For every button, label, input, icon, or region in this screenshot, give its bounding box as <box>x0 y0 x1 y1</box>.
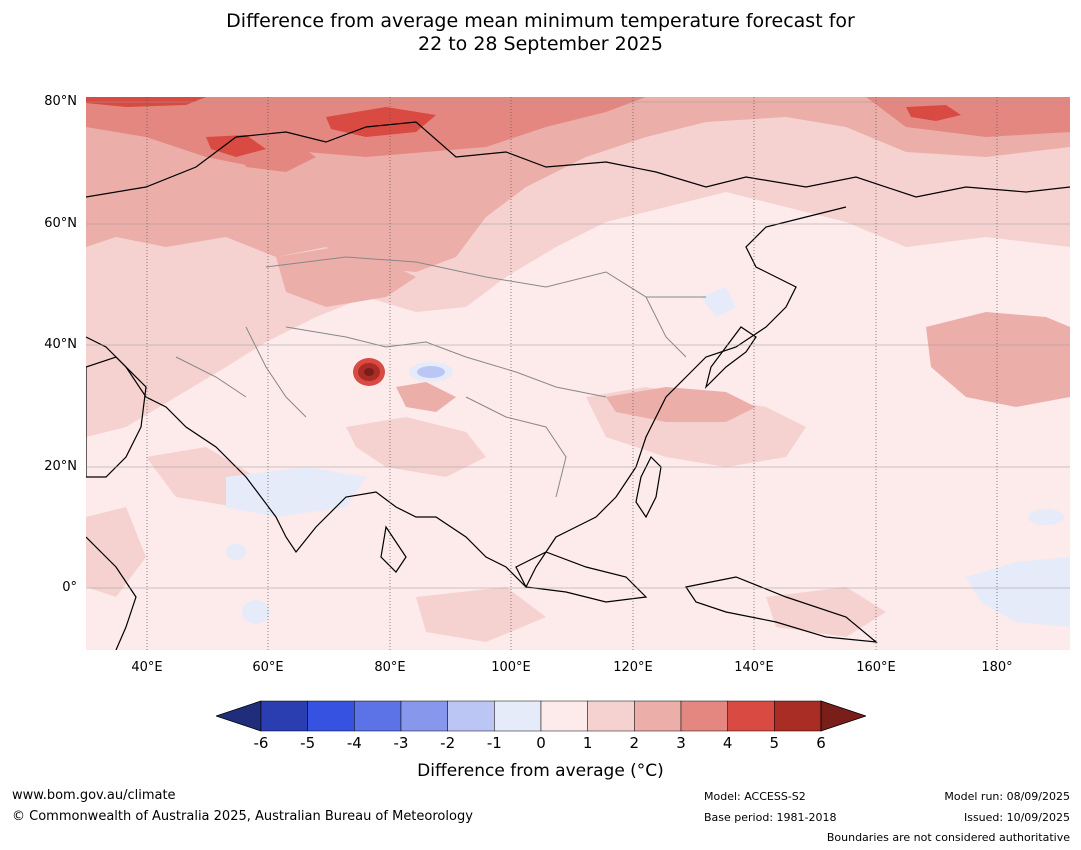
country-borders <box>175 256 706 498</box>
lon-label-160e: 160°E <box>856 660 896 675</box>
colorbar-tick-label: -4 <box>346 734 362 752</box>
coastlines <box>86 121 1070 650</box>
colorbar-cell <box>494 700 542 732</box>
forecast-map[interactable] <box>86 97 1070 650</box>
lon-label-100e: 100°E <box>491 660 531 675</box>
lon-label-180: 180° <box>981 660 1013 675</box>
colorbar-cell <box>540 700 588 732</box>
colorbar-tick-label: 3 <box>676 734 686 752</box>
colorbar-cell <box>260 700 308 732</box>
footer-model: Model: ACCESS-S2 <box>704 790 806 803</box>
colorbar-cell <box>774 700 822 732</box>
colorbar-cell <box>680 700 728 732</box>
chart-title: Difference from average mean minimum tem… <box>0 10 1081 56</box>
colorbar-tick-label: 4 <box>722 734 733 752</box>
footer-model-run: Model run: 08/09/2025 <box>944 790 1070 803</box>
colorbar-tick-label: 2 <box>629 734 640 752</box>
footer-boundaries-note: Boundaries are not considered authoritat… <box>826 831 1070 844</box>
footer-url[interactable]: www.bom.gov.au/climate <box>12 788 176 803</box>
footer-issued: Issued: 10/09/2025 <box>963 811 1070 824</box>
lon-label-140e: 140°E <box>734 660 774 675</box>
graticule <box>86 101 1070 589</box>
colorbar-tick-label: 5 <box>769 734 780 752</box>
colorbar-cell <box>307 700 355 732</box>
title-line-2: 22 to 28 September 2025 <box>418 33 663 55</box>
colorbar-tick-label: 1 <box>582 734 593 752</box>
colorbar-label: Difference from average (°C) <box>417 761 664 781</box>
colorbar-cell <box>634 700 682 732</box>
colorbar-tick-label: -3 <box>393 734 409 752</box>
colorbar-cell <box>587 700 635 732</box>
footer-base-period: Base period: 1981-2018 <box>704 811 837 824</box>
colorbar-tick-label: 0 <box>536 734 546 752</box>
anomaly-negative-regions <box>226 287 1070 627</box>
colorbar-tick-label: 6 <box>816 734 826 752</box>
anomaly-hotspot <box>353 358 385 386</box>
colorbar-tick-label: -5 <box>300 734 316 752</box>
lat-label-80n: 80°N <box>44 94 77 109</box>
colorbar-cell <box>354 700 402 732</box>
lat-label-0: 0° <box>62 580 77 595</box>
lon-label-120e: 120°E <box>613 660 653 675</box>
lon-label-60e: 60°E <box>252 660 284 675</box>
colorbar-over-arrow <box>820 700 866 732</box>
lat-label-40n: 40°N <box>44 337 77 352</box>
footer-copyright: © Commonwealth of Australia 2025, Austra… <box>12 809 473 824</box>
colorbar <box>216 700 866 732</box>
lat-label-20n: 20°N <box>44 459 77 474</box>
colorbar-cell <box>400 700 448 732</box>
colorbar-cell <box>447 700 495 732</box>
lon-label-40e: 40°E <box>131 660 163 675</box>
title-line-1: Difference from average mean minimum tem… <box>226 10 855 32</box>
map-svg <box>86 97 1070 650</box>
colorbar-tick-label: -2 <box>440 734 456 752</box>
colorbar-cell <box>727 700 775 732</box>
colorbar-under-arrow <box>216 700 262 732</box>
lat-label-60n: 60°N <box>44 216 77 231</box>
colorbar-tick-label: -6 <box>253 734 269 752</box>
meridians <box>146 97 998 650</box>
colorbar-tick-label: -1 <box>486 734 502 752</box>
anomaly-4-5-band <box>86 97 961 157</box>
lon-label-80e: 80°E <box>374 660 406 675</box>
